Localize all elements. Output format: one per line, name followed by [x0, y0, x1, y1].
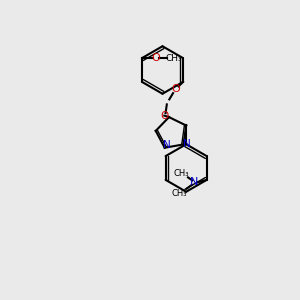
Text: O: O [171, 84, 180, 94]
Text: N: N [163, 140, 171, 150]
Text: O: O [160, 111, 169, 121]
Text: CH₃: CH₃ [174, 169, 190, 178]
Text: CH₃: CH₃ [172, 189, 187, 198]
Text: O: O [151, 53, 160, 63]
Text: N: N [183, 140, 191, 149]
Text: CH₃: CH₃ [165, 54, 182, 63]
Text: N: N [190, 177, 198, 188]
